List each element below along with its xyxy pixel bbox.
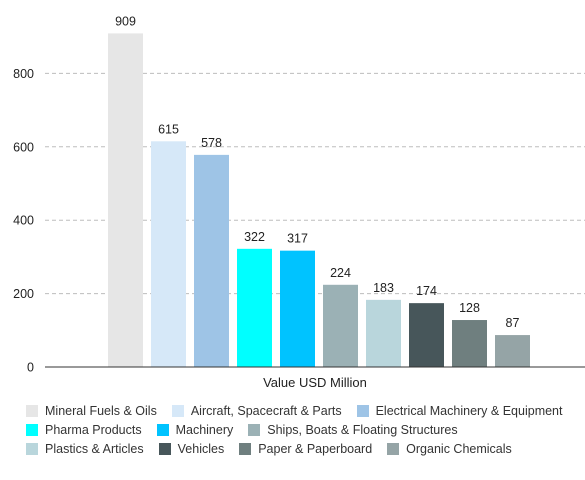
bar-5 — [323, 284, 358, 367]
bar-7 — [409, 303, 444, 367]
legend-swatch-9 — [387, 442, 400, 455]
legend-swatch-7 — [158, 442, 171, 455]
legend-label-2: Electrical Machinery & Equipment — [375, 403, 563, 418]
legend-item-9: Organic Chemicals — [387, 440, 512, 457]
legend-label-0: Mineral Fuels & Oils — [45, 403, 157, 418]
data-label-9: 87 — [506, 316, 520, 330]
legend-swatch-1 — [171, 404, 184, 417]
legend-label-1: Aircraft, Spacecraft & Parts — [190, 403, 342, 418]
legend: Mineral Fuels & Oils Aircraft, Spacecraft… — [26, 402, 581, 457]
legend-label-3: Pharma Products — [45, 422, 142, 437]
data-label-5: 224 — [330, 266, 351, 280]
bar-9 — [495, 335, 530, 367]
legend-swatch-8 — [239, 442, 252, 455]
y-tick-label-1: 200 — [13, 287, 34, 301]
data-label-7: 174 — [416, 284, 437, 298]
legend-label-8: Paper & Paperboard — [258, 441, 373, 456]
legend-label-7: Vehicles — [177, 441, 225, 456]
legend-label-4: Machinery — [175, 422, 234, 437]
legend-label-5: Ships, Boats & Floating Structures — [267, 422, 458, 437]
y-tick-label-0: 0 — [27, 361, 34, 375]
data-label-3: 322 — [244, 230, 265, 244]
legend-item-4: Machinery — [156, 421, 234, 438]
legend-label-6: Plastics & Articles — [45, 441, 144, 456]
data-labels: 909 615 578 322 317 224 183 174 128 87 — [115, 14, 519, 330]
bar-0 — [108, 33, 143, 367]
legend-swatch-4 — [156, 423, 169, 436]
bar-8 — [452, 320, 487, 367]
bar-3 — [237, 248, 272, 367]
legend-item-8: Paper & Paperboard — [239, 440, 372, 457]
y-axis-ticks: 0 200 400 600 800 — [13, 67, 34, 375]
legend-swatch-5 — [248, 423, 261, 436]
legend-item-2: Electrical Machinery & Equipment — [356, 402, 563, 419]
legend-item-3: Pharma Products — [26, 421, 142, 438]
data-label-4: 317 — [287, 232, 308, 246]
legend-item-5: Ships, Boats & Floating Structures — [248, 421, 458, 438]
bars — [108, 33, 530, 367]
bar-chart: 0 200 400 600 800 909 615 578 322 317 224 183 174 12… — [13, 14, 585, 390]
bar-4 — [280, 250, 315, 367]
data-label-1: 615 — [158, 122, 179, 136]
x-axis-label: Value USD Million — [263, 375, 367, 390]
data-label-2: 578 — [201, 136, 222, 150]
y-tick-label-3: 600 — [13, 140, 34, 154]
legend-item-7: Vehicles — [158, 440, 225, 457]
legend-swatch-6 — [26, 442, 38, 455]
legend-swatch-3 — [26, 423, 38, 436]
bar-2 — [194, 154, 229, 367]
legend-item-6: Plastics & Articles — [26, 440, 144, 457]
data-label-6: 183 — [373, 281, 394, 295]
legend-swatch-2 — [356, 404, 369, 417]
y-tick-label-2: 400 — [13, 214, 34, 228]
bar-6 — [366, 299, 401, 367]
legend-swatch-0 — [26, 404, 38, 417]
data-label-0: 909 — [115, 14, 136, 28]
bar-1 — [151, 141, 186, 367]
data-label-8: 128 — [459, 301, 480, 315]
legend-item-0: Mineral Fuels & Oils — [26, 402, 157, 419]
legend-label-9: Organic Chemicals — [406, 441, 512, 456]
y-tick-label-4: 800 — [13, 67, 34, 81]
legend-item-1: Aircraft, Spacecraft & Parts — [171, 402, 342, 419]
